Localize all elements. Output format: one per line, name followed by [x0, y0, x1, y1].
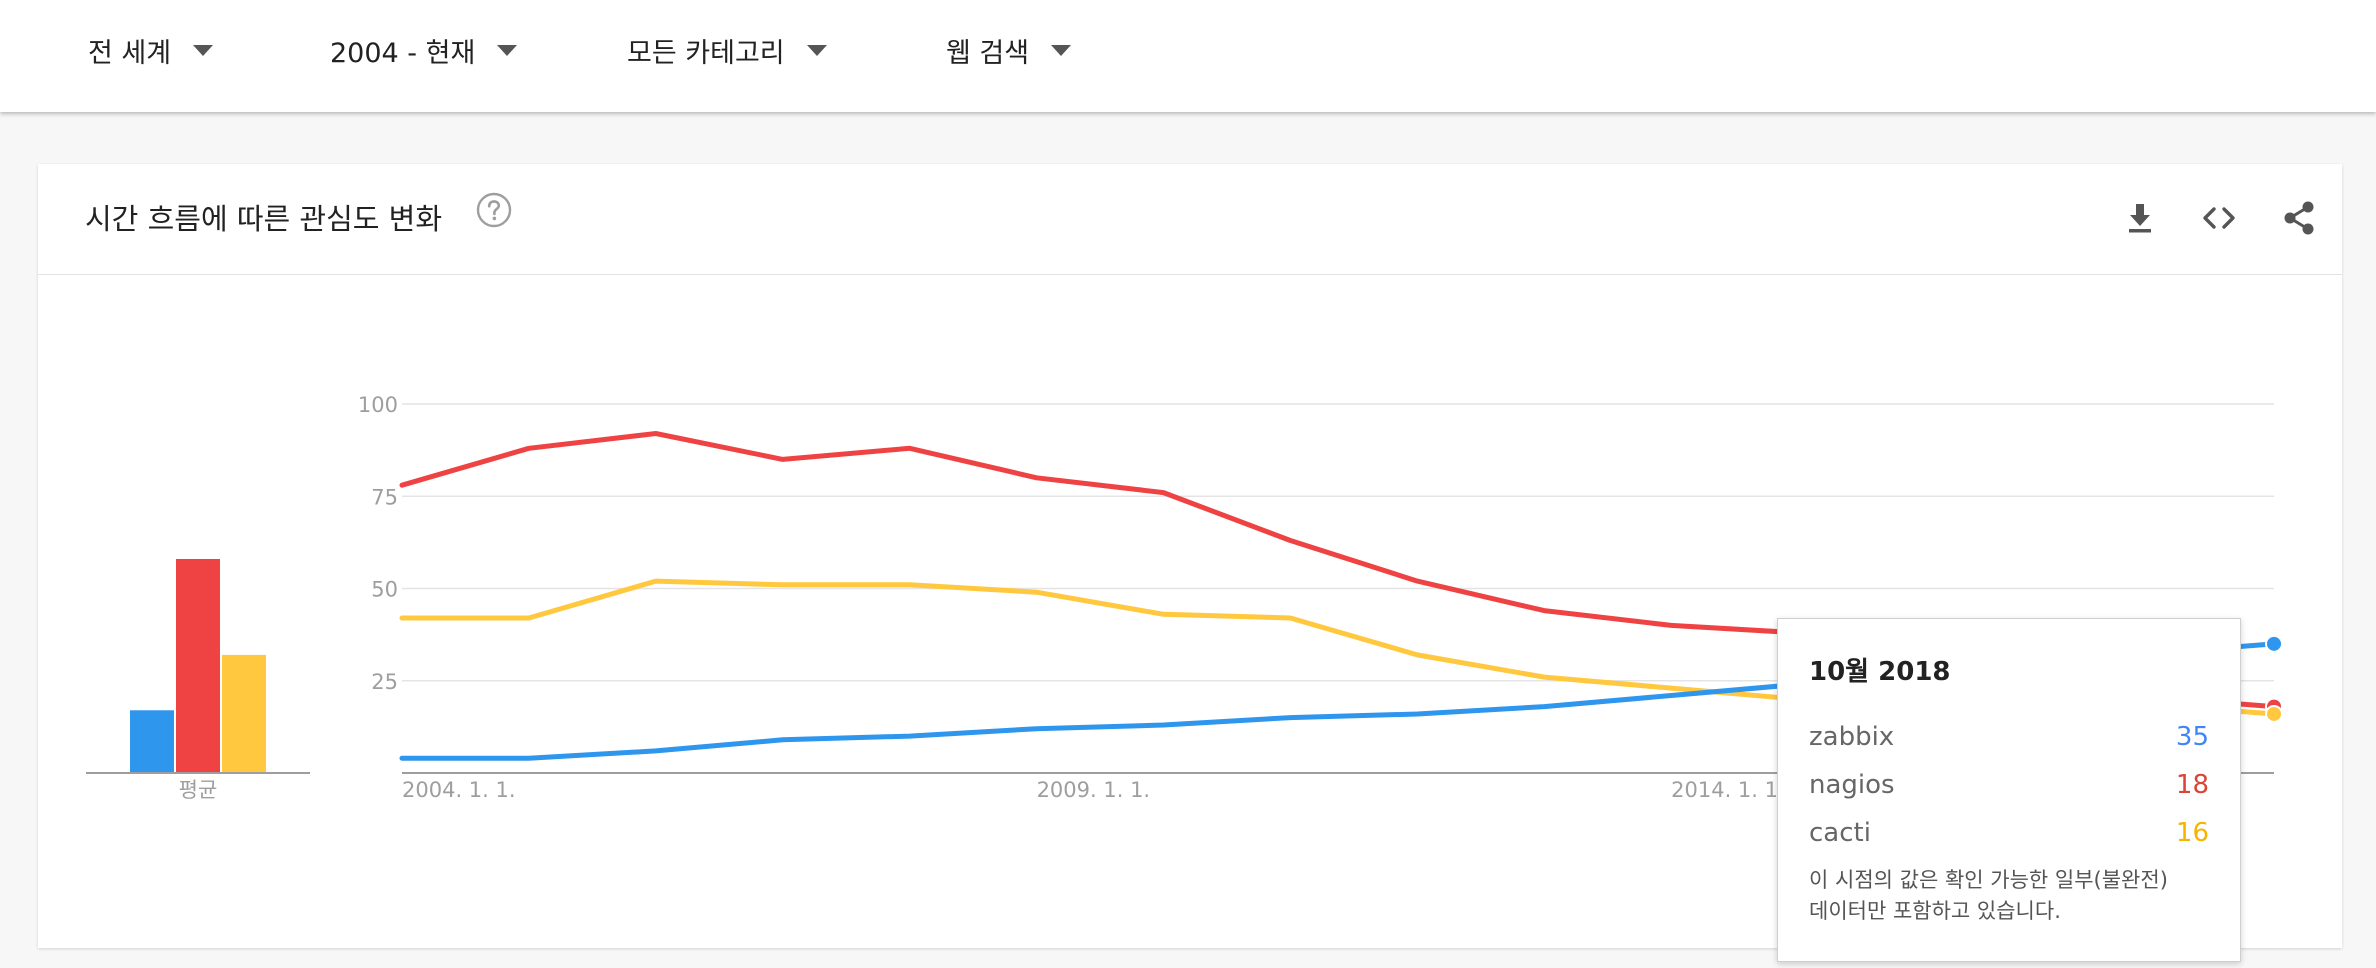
share-icon[interactable]: [2279, 198, 2319, 238]
average-bar-zabbix: [130, 710, 174, 773]
region-dropdown[interactable]: 전 세계: [88, 0, 213, 100]
filter-bar: 전 세계 2004 - 현재 모든 카테고리 웹 검색: [0, 0, 2376, 112]
tooltip-date: 10월 2018: [1809, 651, 1951, 688]
tooltip-row-nagios: nagios 18: [1809, 770, 2209, 810]
tooltip-series-name: zabbix: [1809, 722, 1894, 752]
interest-over-time-card: 시간 흐름에 따른 관심도 변화 평균 100 75 50 25 2004. 1. 1.…: [38, 164, 2342, 948]
endpoint-dot-zabbix: [2266, 636, 2282, 652]
time-range-dropdown-label: 2004 - 현재: [330, 31, 475, 70]
endpoint-dot-cacti: [2266, 706, 2282, 722]
card-title: 시간 흐름에 따른 관심도 변화: [85, 196, 442, 238]
search-type-dropdown-label: 웹 검색: [946, 31, 1029, 70]
category-dropdown[interactable]: 모든 카테고리: [627, 0, 827, 100]
x-tick-label: 2009. 1. 1.: [1037, 778, 1151, 802]
tooltip-row-zabbix: zabbix 35: [1809, 722, 2209, 762]
search-type-dropdown[interactable]: 웹 검색: [946, 0, 1071, 100]
y-tick-label: 75: [371, 485, 398, 509]
chevron-down-icon: [497, 45, 517, 56]
tooltip-series-value: 35: [2176, 722, 2209, 752]
average-bar-nagios: [176, 559, 220, 773]
card-header: 시간 흐름에 따른 관심도 변화: [38, 164, 2342, 275]
average-bar-cacti: [222, 655, 266, 773]
tooltip-series-name: cacti: [1809, 818, 1871, 848]
tooltip-series-value: 16: [2176, 818, 2209, 848]
embed-icon[interactable]: [2199, 198, 2239, 238]
y-tick-label: 100: [358, 393, 398, 417]
tooltip-note-line: 데이터만 포함하고 있습니다.: [1809, 896, 2219, 927]
y-tick-label: 25: [371, 670, 398, 694]
help-icon[interactable]: [476, 192, 512, 228]
x-tick-label: 2014. 1. 1.: [1671, 778, 1785, 802]
chevron-down-icon: [1051, 45, 1071, 56]
region-dropdown-label: 전 세계: [88, 31, 171, 70]
time-range-dropdown[interactable]: 2004 - 현재: [330, 0, 517, 100]
average-label: 평균: [179, 778, 218, 802]
data-tooltip: 10월 2018 zabbix 35 nagios 18 cacti 16 이 …: [1777, 618, 2241, 962]
tooltip-note: 이 시점의 값은 확인 가능한 일부(불완전) 데이터만 포함하고 있습니다.: [1809, 865, 2219, 927]
y-tick-label: 50: [371, 578, 398, 602]
chevron-down-icon: [807, 45, 827, 56]
download-icon[interactable]: [2120, 198, 2160, 238]
tooltip-row-cacti: cacti 16: [1809, 818, 2209, 858]
x-tick-label: 2004. 1. 1.: [402, 778, 516, 802]
tooltip-series-value: 18: [2176, 770, 2209, 800]
tooltip-series-name: nagios: [1809, 770, 1895, 800]
average-bars: 평균: [86, 559, 310, 802]
tooltip-note-line: 이 시점의 값은 확인 가능한 일부(불완전): [1809, 865, 2219, 896]
chevron-down-icon: [193, 45, 213, 56]
category-dropdown-label: 모든 카테고리: [627, 31, 785, 70]
